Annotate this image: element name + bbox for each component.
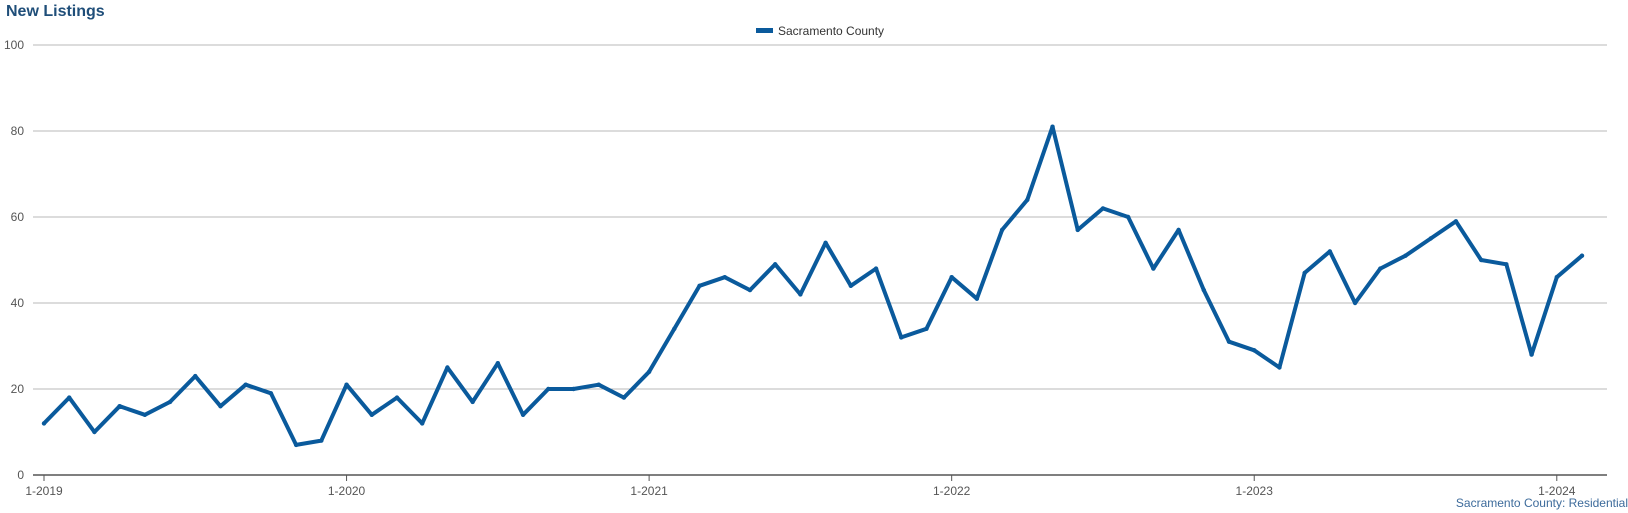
data-point [394, 395, 400, 400]
data-point [1201, 287, 1207, 293]
data-point [924, 326, 929, 331]
data-point [319, 438, 324, 443]
series-lines [41, 124, 1585, 448]
data-point [167, 399, 173, 405]
chart-title: New Listings [6, 3, 105, 20]
data-point [1075, 227, 1080, 233]
data-point [1529, 352, 1534, 357]
data-point [1478, 257, 1484, 263]
data-point [823, 240, 828, 245]
data-point [344, 382, 349, 387]
data-point [571, 386, 576, 392]
data-point [722, 275, 727, 280]
y-tick-label: 0 [17, 468, 24, 482]
data-point [1453, 219, 1459, 224]
y-tick-label: 100 [4, 38, 24, 52]
data-point [1050, 124, 1055, 129]
series-line-sacramento-county [42, 124, 1584, 447]
data-point [1403, 253, 1408, 258]
data-point [445, 365, 450, 370]
data-point [117, 404, 122, 409]
data-point [1176, 227, 1181, 233]
data-point [1554, 275, 1559, 280]
data-point [772, 262, 778, 267]
data-point [646, 369, 652, 374]
data-point [92, 429, 97, 435]
data-point [621, 395, 627, 400]
x-axis-tick-labels: 1-2019 1-2020 1-2021 1-2022 1-2023 1-2024 [25, 484, 1575, 498]
data-point [1025, 197, 1030, 202]
data-point [1226, 339, 1232, 344]
data-point [848, 283, 854, 288]
data-point [293, 442, 299, 448]
gridlines [33, 44, 1607, 390]
y-tick-label: 80 [11, 124, 25, 138]
data-point [193, 373, 198, 379]
data-point [1125, 214, 1131, 220]
data-point [470, 399, 475, 405]
data-point [369, 412, 374, 417]
data-point [520, 412, 526, 417]
data-point [1277, 365, 1282, 370]
y-tick-label: 60 [11, 210, 25, 224]
data-point [974, 296, 980, 301]
data-point [1579, 253, 1585, 258]
legend-swatch [756, 28, 773, 33]
footer-note: Sacramento County: Residential [1455, 496, 1628, 510]
data-point [1252, 348, 1257, 353]
data-point [419, 421, 425, 426]
data-point [747, 287, 753, 293]
data-point [1504, 262, 1509, 267]
y-axis-tick-labels: 0 20 40 60 80 100 [4, 38, 24, 482]
y-tick-label: 40 [11, 296, 25, 310]
data-point [1100, 206, 1106, 211]
data-point [268, 391, 274, 396]
x-tick-label: 1-2020 [328, 484, 366, 498]
data-point [873, 266, 879, 271]
data-point [1327, 249, 1333, 254]
data-point [218, 404, 223, 409]
data-point [142, 412, 148, 417]
data-point [798, 292, 803, 297]
data-point [1378, 266, 1383, 271]
data-point [999, 227, 1005, 233]
data-point [899, 335, 904, 340]
data-point [495, 361, 501, 366]
y-tick-label: 20 [11, 382, 25, 396]
data-point [1352, 300, 1358, 306]
data-point [1302, 270, 1307, 276]
data-point [243, 382, 248, 387]
data-point [1151, 266, 1156, 271]
axes [33, 474, 1607, 481]
data-point [672, 326, 677, 331]
data-point [949, 275, 954, 280]
legend-label: Sacramento County [778, 24, 884, 38]
data-point [67, 395, 72, 400]
data-point [1428, 236, 1433, 241]
data-point [41, 421, 47, 426]
x-tick-label: 1-2023 [1236, 484, 1274, 498]
x-tick-label: 1-2024 [1538, 484, 1576, 498]
legend: Sacramento County [756, 24, 884, 38]
x-tick-label: 1-2022 [933, 484, 971, 498]
data-point [546, 386, 551, 392]
data-point [596, 382, 601, 387]
data-point [697, 283, 702, 288]
x-tick-label: 1-2019 [25, 484, 63, 498]
x-tick-label: 1-2021 [630, 484, 668, 498]
